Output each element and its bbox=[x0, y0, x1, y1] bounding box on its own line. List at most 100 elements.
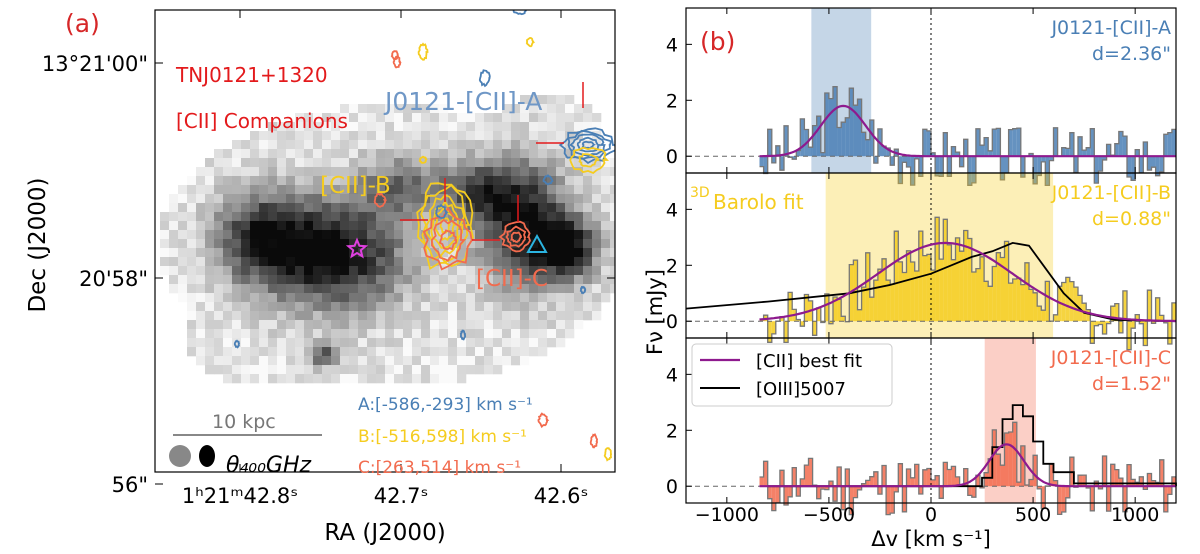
map-pixel bbox=[214, 230, 224, 240]
map-pixel bbox=[358, 338, 368, 348]
x-tick-labels: −1000 −500 0 500 1000 bbox=[695, 504, 1160, 526]
map-pixel bbox=[259, 221, 269, 231]
map-pixel bbox=[511, 347, 521, 357]
spectrum-bar bbox=[1065, 277, 1070, 322]
map-pixel bbox=[475, 329, 485, 339]
map-pixel bbox=[340, 131, 350, 141]
map-pixel bbox=[187, 266, 197, 276]
companion-c-label: [CII]-C bbox=[476, 266, 548, 292]
map-pixel bbox=[385, 194, 395, 204]
map-pixel bbox=[367, 338, 377, 348]
map-pixel bbox=[322, 212, 332, 222]
map-pixel bbox=[358, 104, 368, 114]
spectrum-bar bbox=[1139, 321, 1144, 324]
map-pixel bbox=[196, 221, 206, 231]
map-pixel bbox=[313, 167, 323, 177]
map-pixel bbox=[358, 275, 368, 285]
spectrum-bar bbox=[767, 129, 772, 157]
map-pixel bbox=[556, 311, 566, 321]
map-pixel bbox=[502, 113, 512, 123]
map-pixel bbox=[187, 311, 197, 321]
map-pixel bbox=[394, 347, 404, 357]
map-pixel bbox=[574, 176, 584, 186]
map-pixel bbox=[565, 203, 575, 213]
map-pixel bbox=[232, 248, 242, 258]
map-pixel bbox=[277, 230, 287, 240]
map-pixel bbox=[277, 131, 287, 141]
spectrum-bar bbox=[865, 480, 870, 487]
map-pixel bbox=[295, 194, 305, 204]
map-pixel bbox=[349, 140, 359, 150]
map-pixel bbox=[385, 320, 395, 330]
map-pixel bbox=[574, 275, 584, 285]
map-pixel bbox=[367, 176, 377, 186]
map-pixel bbox=[313, 158, 323, 168]
map-pixel bbox=[358, 257, 368, 267]
map-pixel bbox=[457, 338, 467, 348]
map-pixel bbox=[385, 212, 395, 222]
map-pixel bbox=[385, 257, 395, 267]
map-pixel bbox=[430, 329, 440, 339]
map-pixel bbox=[556, 185, 566, 195]
map-pixel bbox=[592, 167, 602, 177]
map-pixel bbox=[205, 356, 215, 366]
map-pixel bbox=[340, 212, 350, 222]
spectrum-bar bbox=[971, 486, 976, 498]
map-pixel bbox=[250, 257, 260, 267]
map-pixel bbox=[556, 329, 566, 339]
map-pixel bbox=[574, 185, 584, 195]
map-pixel bbox=[358, 131, 368, 141]
spectrum-bar bbox=[779, 470, 784, 487]
map-pixel bbox=[349, 374, 359, 384]
map-pixel bbox=[241, 230, 251, 240]
map-pixel bbox=[421, 167, 431, 177]
map-pixel bbox=[349, 113, 359, 123]
map-pixel bbox=[475, 284, 485, 294]
map-pixel bbox=[493, 329, 503, 339]
map-pixel bbox=[493, 185, 503, 195]
map-pixel bbox=[322, 185, 332, 195]
map-pixel bbox=[475, 365, 485, 375]
map-pixel bbox=[241, 167, 251, 177]
map-pixel bbox=[502, 311, 512, 321]
spectrum-bar bbox=[1012, 422, 1017, 487]
map-pixel bbox=[322, 338, 332, 348]
map-pixel bbox=[196, 257, 206, 267]
map-pixel bbox=[277, 212, 287, 222]
spectrum-bar bbox=[975, 475, 980, 487]
map-pixel bbox=[331, 302, 341, 312]
map-pixel bbox=[421, 266, 431, 276]
map-pixel bbox=[565, 158, 575, 168]
map-pixel bbox=[448, 140, 458, 150]
map-pixel bbox=[268, 338, 278, 348]
map-pixel bbox=[358, 365, 368, 375]
map-pixel bbox=[205, 257, 215, 267]
spectrum-bar bbox=[759, 319, 764, 322]
map-pixel bbox=[583, 284, 593, 294]
map-pixel bbox=[412, 293, 422, 303]
y-tick-label: 0 bbox=[666, 146, 678, 168]
map-pixel bbox=[583, 113, 593, 123]
map-pixel bbox=[304, 203, 314, 213]
spectrum-bar bbox=[1053, 127, 1058, 157]
crosshairs bbox=[400, 82, 584, 241]
map-pixel bbox=[331, 221, 341, 231]
map-pixel bbox=[205, 284, 215, 294]
map-pixel bbox=[412, 212, 422, 222]
map-pixel bbox=[475, 239, 485, 249]
spectrum-bar bbox=[1016, 482, 1021, 487]
spectrum-bar bbox=[1086, 147, 1091, 157]
map-pixel bbox=[475, 194, 485, 204]
map-pixel bbox=[493, 131, 503, 141]
map-pixel bbox=[574, 122, 584, 132]
map-pixel bbox=[349, 167, 359, 177]
map-pixel bbox=[169, 266, 179, 276]
map-pixel bbox=[358, 329, 368, 339]
map-pixel bbox=[394, 374, 404, 384]
spectrum-bar bbox=[1171, 302, 1176, 322]
spectrum-bar bbox=[898, 156, 903, 184]
map-pixel bbox=[529, 131, 539, 141]
panel-a-label: (a) bbox=[65, 9, 100, 38]
map-pixel bbox=[448, 221, 458, 231]
map-pixel bbox=[232, 302, 242, 312]
